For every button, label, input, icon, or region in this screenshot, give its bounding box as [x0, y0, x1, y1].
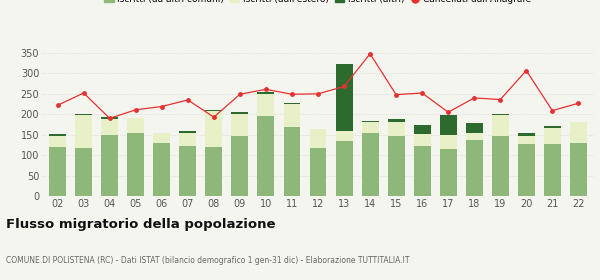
Bar — [232, 112, 248, 114]
Text: Flusso migratorio della popolazione: Flusso migratorio della popolazione — [6, 218, 275, 231]
Bar — [335, 64, 353, 130]
Bar — [466, 134, 482, 140]
Bar — [49, 134, 66, 136]
Bar — [284, 103, 301, 104]
Bar — [179, 130, 196, 133]
Legend: Iscritti (da altri comuni), Iscritti (dall'estero), Iscritti (altri), Cancellati: Iscritti (da altri comuni), Iscritti (da… — [101, 0, 535, 8]
Bar — [362, 133, 379, 196]
Bar — [75, 115, 92, 148]
Bar — [205, 110, 223, 111]
Bar — [570, 143, 587, 196]
Bar — [257, 116, 274, 196]
Bar — [101, 119, 118, 135]
Bar — [232, 136, 248, 196]
Bar — [310, 129, 326, 148]
Bar — [440, 135, 457, 149]
Bar — [362, 121, 379, 122]
Bar — [127, 118, 144, 133]
Bar — [257, 92, 274, 94]
Bar — [413, 146, 431, 196]
Bar — [205, 111, 223, 147]
Bar — [127, 133, 144, 196]
Bar — [492, 114, 509, 115]
Bar — [101, 117, 118, 119]
Bar — [205, 147, 223, 196]
Bar — [284, 127, 301, 196]
Bar — [310, 148, 326, 196]
Text: COMUNE DI POLISTENA (RC) - Dati ISTAT (bilancio demografico 1 gen-31 dic) - Elab: COMUNE DI POLISTENA (RC) - Dati ISTAT (b… — [6, 256, 409, 265]
Bar — [413, 125, 431, 134]
Bar — [492, 136, 509, 196]
Bar — [570, 122, 587, 143]
Bar — [49, 147, 66, 196]
Bar — [179, 133, 196, 146]
Bar — [388, 119, 404, 122]
Bar — [413, 134, 431, 146]
Bar — [544, 126, 561, 128]
Bar — [75, 114, 92, 115]
Bar — [518, 134, 535, 136]
Bar — [335, 130, 353, 141]
Bar — [544, 144, 561, 196]
Bar — [75, 148, 92, 196]
Bar — [466, 140, 482, 196]
Bar — [466, 123, 482, 134]
Bar — [154, 133, 170, 134]
Bar — [232, 114, 248, 136]
Bar — [362, 122, 379, 133]
Bar — [440, 149, 457, 196]
Bar — [388, 122, 404, 136]
Bar — [518, 136, 535, 144]
Bar — [440, 115, 457, 135]
Bar — [154, 134, 170, 143]
Bar — [492, 115, 509, 136]
Bar — [257, 94, 274, 116]
Bar — [335, 141, 353, 196]
Bar — [544, 128, 561, 144]
Bar — [518, 144, 535, 196]
Bar — [101, 135, 118, 196]
Bar — [49, 136, 66, 147]
Bar — [388, 136, 404, 196]
Bar — [284, 104, 301, 127]
Bar — [154, 143, 170, 196]
Bar — [179, 146, 196, 196]
